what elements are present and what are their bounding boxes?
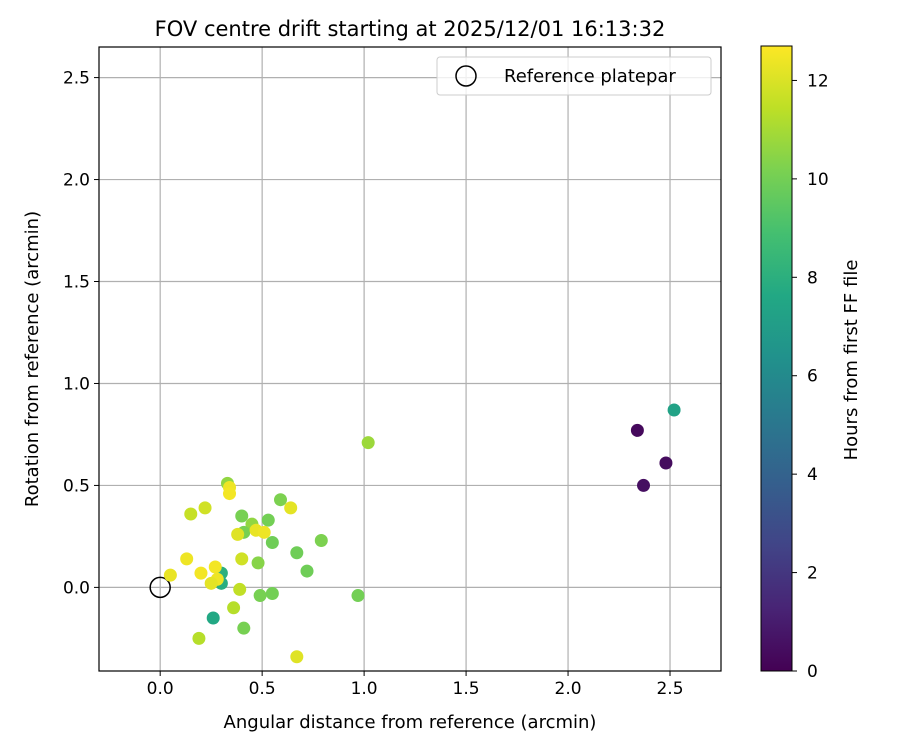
data-point (194, 566, 208, 580)
x-tick-label: 1.0 (351, 679, 378, 699)
data-point (223, 487, 237, 501)
data-point (233, 582, 247, 596)
reference-platepar-marker (149, 576, 171, 599)
legend-marker-reference (455, 65, 477, 87)
data-point (265, 536, 279, 550)
y-tick-label: 2.0 (63, 171, 90, 191)
grid-lines (99, 47, 721, 671)
data-point (314, 533, 328, 547)
data-point (265, 587, 279, 601)
data-point (253, 589, 267, 603)
data-point (251, 556, 265, 570)
data-point (300, 564, 314, 578)
y-axis-ticks: 0.0 0.5 1.0 1.5 2.0 2.5 (63, 69, 99, 598)
data-point (659, 456, 673, 470)
y-axis-label: Rotation from reference (arcmin) (22, 211, 43, 507)
x-tick-label: 1.5 (453, 679, 480, 699)
legend-label-reference: Reference platepar (504, 66, 676, 87)
data-point (208, 560, 222, 574)
colorbar-tick-label: 8 (807, 268, 818, 288)
data-point (227, 601, 241, 615)
x-axis-ticks: 0.0 0.5 1.0 1.5 2.0 2.5 (147, 671, 684, 699)
y-tick-label: 2.5 (63, 69, 90, 89)
colorbar-tick-label: 0 (807, 662, 818, 682)
legend-box (436, 56, 712, 96)
data-point (231, 527, 245, 541)
colorbar-ticks: 0 2 4 6 8 10 12 (792, 71, 829, 682)
colorbar-tick-label: 2 (807, 564, 818, 584)
colorbar: 0 2 4 6 8 10 12 Hours from first FF file (760, 45, 862, 682)
data-point (206, 611, 220, 625)
data-point (290, 650, 304, 664)
y-tick-label: 1.0 (63, 374, 90, 394)
data-point (630, 423, 644, 437)
data-point (180, 552, 194, 566)
chart-title: FOV centre drift starting at 2025/12/01 … (155, 17, 666, 41)
colorbar-tick-label: 4 (807, 465, 818, 485)
plot-frame (98, 46, 722, 672)
y-tick-label: 0.5 (63, 476, 90, 496)
colorbar-label: Hours from first FF file (841, 260, 862, 461)
data-point (351, 589, 365, 603)
data-point (235, 552, 249, 566)
x-axis-label: Angular distance from reference (arcmin) (224, 712, 597, 733)
colorbar-tick-label: 12 (807, 71, 829, 91)
data-point (667, 403, 681, 417)
data-point (274, 493, 288, 507)
data-point (163, 568, 177, 582)
data-point (204, 576, 218, 590)
data-point (184, 507, 198, 521)
data-point (198, 501, 212, 515)
colorbar-tick-label: 10 (807, 170, 829, 190)
data-point (237, 621, 251, 635)
y-tick-label: 1.5 (63, 273, 90, 293)
data-point (290, 546, 304, 560)
data-point (361, 436, 375, 450)
data-point (235, 509, 249, 523)
colorbar-gradient (760, 45, 793, 672)
x-tick-label: 2.0 (555, 679, 582, 699)
data-point (284, 501, 298, 515)
data-point (637, 478, 651, 492)
data-point (257, 525, 271, 539)
colorbar-tick-label: 6 (807, 367, 818, 387)
x-tick-label: 0.0 (147, 679, 174, 699)
legend: Reference platepar (436, 56, 712, 96)
x-tick-label: 0.5 (249, 679, 276, 699)
data-points (149, 403, 681, 664)
y-tick-label: 0.0 (63, 578, 90, 598)
data-point (192, 631, 206, 645)
data-point (261, 513, 275, 527)
x-tick-label: 2.5 (656, 679, 683, 699)
